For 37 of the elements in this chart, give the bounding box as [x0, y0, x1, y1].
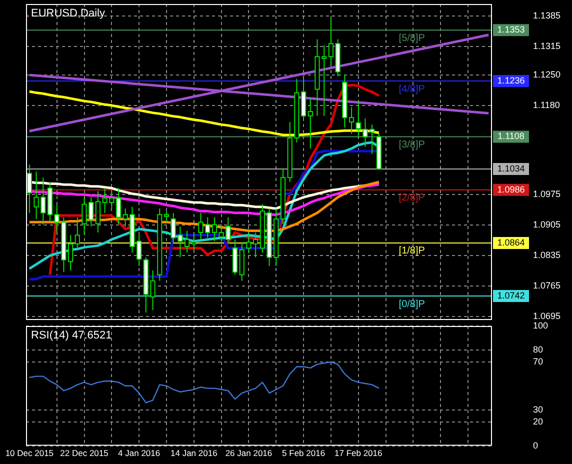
y-tick-label: 1.1250	[533, 69, 561, 80]
y-tick-label: 1.0765	[533, 280, 561, 291]
chart-title: RSI(14) 47.6521	[31, 330, 112, 342]
annotation: [3/8]P	[398, 140, 426, 151]
x-tick-label: 26 Jan 2016	[225, 448, 272, 458]
y-tick-label: 100	[533, 320, 548, 330]
annotation: [1/8]P	[398, 246, 426, 257]
chart-title: EURUSD,Daily	[31, 8, 106, 20]
ref-line-label: 1.0986	[497, 184, 525, 194]
y-tick-label: 1.0695	[533, 311, 561, 321]
ref-line-label: 1.1108	[498, 131, 524, 142]
y-tick-label: 1.0905	[533, 220, 561, 230]
y-tick-label: 1.0835	[533, 250, 561, 260]
ref-line-label: 1.0864	[497, 237, 525, 248]
x-tick-label: 4 Jan 2016	[118, 448, 160, 458]
y-tick-label: 1.1315	[533, 41, 561, 52]
ref-line-label: 1.0742	[497, 290, 525, 301]
y-tick-label: 1.1385	[533, 10, 561, 21]
y-tick-label: 70	[533, 356, 544, 366]
y-tick-label: 20	[533, 416, 544, 426]
annotation: [4/8]P	[398, 84, 426, 95]
y-tick-label: 1.0975	[533, 189, 561, 200]
y-tick-label: 30	[533, 404, 544, 414]
annotation: [0/8]P	[398, 298, 426, 310]
x-tick-label: 22 Dec 2015	[60, 448, 109, 458]
y-tick-label: 80	[533, 344, 544, 354]
y-tick-label: 1.1180	[533, 100, 560, 110]
x-tick-label: 10 Dec 2015	[5, 448, 54, 458]
x-tick-label: 17 Feb 2016	[334, 448, 383, 458]
ref-line-label: 1.1236	[497, 76, 525, 86]
y-tick-label: 0	[533, 440, 538, 450]
x-tick-label: 5 Feb 2016	[282, 448, 326, 458]
annotation: [2/8]P	[398, 192, 426, 204]
x-tick-label: 14 Jan 2016	[170, 448, 218, 458]
annotation: [5/8]P	[398, 32, 426, 44]
ref-line-label: 1.1034	[497, 163, 525, 174]
ref-line-label: 1.1353	[497, 24, 525, 35]
